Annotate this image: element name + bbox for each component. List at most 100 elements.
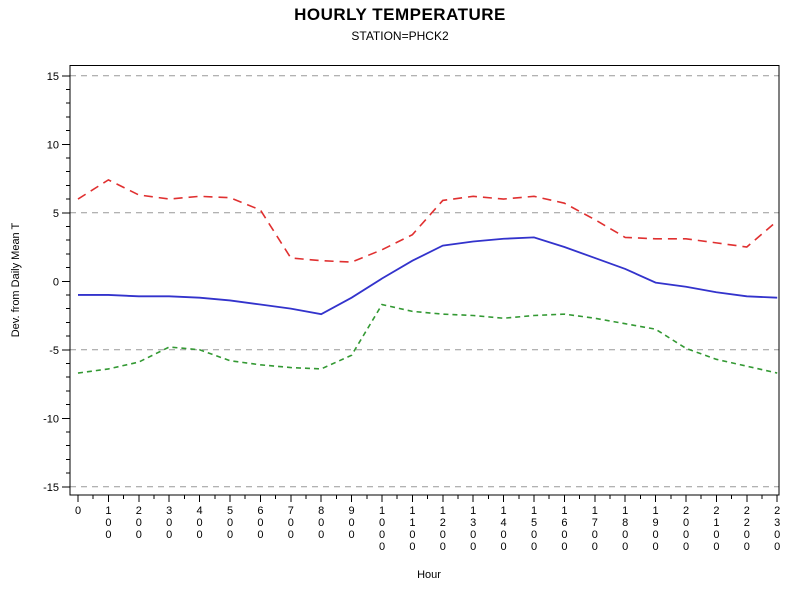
series-mean-solid-blue <box>78 236 778 316</box>
x-tick-label-digit: 9 <box>349 505 355 517</box>
x-tick-label-digit: 1 <box>440 505 446 517</box>
x-tick-label-digit: 1 <box>105 505 111 517</box>
x-tick-label-digit: 1 <box>561 505 567 517</box>
x-tick-label-digit: 4 <box>197 505 203 517</box>
x-tick-label-digit: 6 <box>257 505 263 517</box>
x-tick-label-digit: 1 <box>531 505 537 517</box>
x-tick-label-digit: 0 <box>622 541 628 553</box>
x-tick-label-digit: 0 <box>592 541 598 553</box>
x-tick-label-digit: 0 <box>561 529 567 541</box>
x-tick-label-digit: 0 <box>531 529 537 541</box>
x-tick-label-digit: 0 <box>713 529 719 541</box>
x-tick-label-digit: 0 <box>75 505 81 517</box>
reference-lines <box>70 75 779 488</box>
x-tick-label-digit: 8 <box>622 517 628 529</box>
x-tick-label-digit: 0 <box>257 517 263 529</box>
x-axis-ticks <box>77 495 778 502</box>
x-tick-label-digit: 8 <box>318 505 324 517</box>
x-axis-label: Hour <box>417 569 441 581</box>
x-tick-label-digit: 3 <box>166 505 172 517</box>
x-tick-label-digit: 0 <box>318 517 324 529</box>
x-tick-label-digit: 0 <box>683 541 689 553</box>
x-tick-label-digit: 9 <box>653 517 659 529</box>
x-tick-label-digit: 0 <box>318 529 324 541</box>
y-tick-label: 0 <box>53 276 59 288</box>
x-tick-label-digit: 0 <box>561 541 567 553</box>
x-tick-label-digit: 0 <box>531 541 537 553</box>
x-tick-label-digit: 1 <box>713 517 719 529</box>
x-tick-label-digit: 0 <box>744 541 750 553</box>
y-tick-label: 15 <box>47 71 59 83</box>
series-lower-dashed-green <box>77 303 778 374</box>
x-tick-label-digit: 3 <box>470 517 476 529</box>
chart-title: HOURLY TEMPERATURE <box>294 5 506 24</box>
x-tick-label-digit: 4 <box>501 517 507 529</box>
x-tick-label-digit: 0 <box>592 529 598 541</box>
x-tick-label-digit: 0 <box>501 541 507 553</box>
y-axis-tick-labels: 15 10 5 0 -5 -10 -15 <box>43 71 59 494</box>
y-tick-label: -5 <box>49 345 59 357</box>
x-tick-label-digit: 0 <box>257 529 263 541</box>
x-tick-label-digit: 1 <box>622 505 628 517</box>
x-tick-label-digit: 0 <box>470 529 476 541</box>
x-tick-label-digit: 0 <box>166 529 172 541</box>
y-axis-ticks <box>62 75 70 488</box>
x-tick-label-digit: 7 <box>288 505 294 517</box>
x-tick-label-digit: 2 <box>713 505 719 517</box>
x-tick-label-digit: 0 <box>136 529 142 541</box>
x-tick-label-digit: 0 <box>409 529 415 541</box>
x-tick-label-digit: 0 <box>470 541 476 553</box>
x-tick-label-digit: 5 <box>531 517 537 529</box>
x-tick-label-digit: 0 <box>409 541 415 553</box>
x-tick-label-digit: 0 <box>653 541 659 553</box>
x-tick-label-digit: 5 <box>227 505 233 517</box>
x-tick-label-digit: 7 <box>592 517 598 529</box>
x-tick-label-digit: 2 <box>744 517 750 529</box>
x-tick-label-digit: 6 <box>561 517 567 529</box>
x-tick-label-digit: 2 <box>683 505 689 517</box>
y-tick-label: 5 <box>53 208 59 220</box>
x-tick-label-digit: 0 <box>774 541 780 553</box>
x-tick-label-digit: 1 <box>592 505 598 517</box>
x-axis-tick-labels: 0 100200300400500600700800900100011001200… <box>75 505 780 553</box>
x-tick-label-digit: 1 <box>653 505 659 517</box>
x-tick-label-digit: 0 <box>197 517 203 529</box>
x-tick-label-digit: 0 <box>379 541 385 553</box>
series-upper-dashed-red <box>77 178 778 263</box>
plot-frame <box>69 65 780 496</box>
x-tick-label-digit: 0 <box>440 541 446 553</box>
x-tick-label-digit: 0 <box>653 529 659 541</box>
x-tick-label-digit: 0 <box>440 529 446 541</box>
chart-subtitle: STATION=PHCK2 <box>351 29 449 43</box>
x-tick-label-digit: 0 <box>379 529 385 541</box>
x-tick-label-digit: 0 <box>501 529 507 541</box>
x-tick-label-digit: 1 <box>379 505 385 517</box>
x-tick-label-digit: 0 <box>105 517 111 529</box>
x-tick-label-digit: 0 <box>288 517 294 529</box>
x-tick-label-digit: 1 <box>470 505 476 517</box>
x-tick-label-digit: 0 <box>379 517 385 529</box>
x-tick-label-digit: 0 <box>683 529 689 541</box>
x-tick-label-digit: 0 <box>105 529 111 541</box>
x-tick-label-digit: 0 <box>349 517 355 529</box>
x-tick-label-digit: 0 <box>622 529 628 541</box>
x-tick-label-digit: 0 <box>227 517 233 529</box>
x-tick-label-digit: 1 <box>409 517 415 529</box>
x-tick-label-digit: 1 <box>501 505 507 517</box>
y-tick-label: -15 <box>43 482 59 494</box>
x-tick-label-digit: 0 <box>683 517 689 529</box>
x-tick-label-digit: 0 <box>774 529 780 541</box>
x-tick-label-digit: 0 <box>744 529 750 541</box>
x-tick-label-digit: 2 <box>744 505 750 517</box>
x-tick-label-digit: 0 <box>197 529 203 541</box>
x-tick-label-digit: 0 <box>349 529 355 541</box>
x-tick-label-digit: 0 <box>713 541 719 553</box>
x-tick-label-digit: 3 <box>774 517 780 529</box>
x-tick-label-digit: 0 <box>136 517 142 529</box>
y-tick-label: 10 <box>47 139 59 151</box>
y-tick-label: -10 <box>43 413 59 425</box>
x-tick-label-digit: 0 <box>288 529 294 541</box>
x-tick-label-digit: 2 <box>774 505 780 517</box>
